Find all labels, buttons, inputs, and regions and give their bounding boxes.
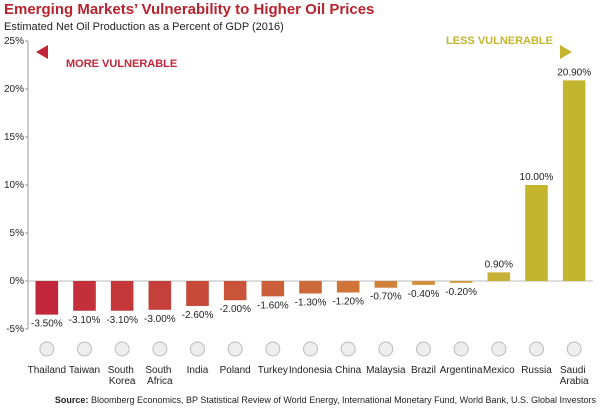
x-tick-label: Turkey [258, 365, 288, 376]
flag-icon [265, 341, 281, 357]
flag-icon [566, 341, 582, 357]
x-tick-label: Taiwan [69, 365, 100, 376]
chart-subtitle: Estimated Net Oil Production as a Percen… [4, 21, 284, 33]
value-label: -1.20% [332, 297, 364, 308]
bar [186, 281, 209, 306]
chart-title: Emerging Markets’ Vulnerability to Highe… [4, 1, 374, 18]
y-tick-label: 25% [4, 36, 24, 47]
x-tick-label-line: Arabia [560, 376, 589, 387]
source-text: Bloomberg Economics, BP Statistical Revi… [91, 395, 597, 405]
value-label: -3.50% [31, 319, 63, 330]
bar [35, 281, 59, 315]
source: Source: Bloomberg Economics, BP Statisti… [55, 395, 597, 405]
bar [525, 185, 548, 281]
flag-icon [77, 341, 92, 357]
annotation-right: LESS VULNERABLE [446, 35, 553, 47]
value-label: -0.20% [445, 287, 477, 298]
x-tick-label: Malaysia [366, 365, 406, 376]
value-label: -2.60% [182, 310, 214, 321]
flag-icon [416, 341, 431, 357]
bar [148, 281, 172, 310]
direction-arrow [36, 45, 572, 59]
bar [487, 272, 511, 281]
x-tick-label: South Africa [145, 365, 174, 387]
x-tick-label: Brazil [411, 365, 436, 376]
x-tick-label: Russia [521, 365, 552, 376]
flag-icon [529, 341, 544, 357]
flag-icon [227, 341, 243, 357]
bar [73, 281, 96, 311]
x-tick-label: Argentina [440, 365, 483, 376]
y-tick-label: 0% [10, 276, 25, 287]
x-tick-label: South Korea [108, 365, 137, 387]
value-label: -0.70% [370, 292, 402, 303]
flag-icon [39, 341, 55, 357]
x-tick-label: Indonesia [289, 365, 333, 376]
flag-icon [378, 341, 394, 357]
bar [261, 281, 285, 297]
x-tick-label: Thailand [28, 365, 66, 376]
value-label: -1.30% [295, 297, 327, 308]
value-label: -3.10% [69, 315, 101, 326]
x-tick-label: China [335, 365, 362, 376]
bar [562, 80, 586, 281]
value-label: -3.10% [106, 315, 138, 326]
flag-icon [303, 341, 318, 357]
value-label: -0.40% [408, 289, 440, 300]
value-label: 0.90% [485, 259, 513, 270]
value-label: -2.00% [219, 304, 251, 315]
flag-icon [340, 341, 356, 357]
x-tick-label-line: Korea [109, 376, 136, 387]
x-tick-label-line: Saudi [560, 365, 588, 376]
value-label: -1.60% [257, 300, 289, 311]
bar [374, 281, 398, 288]
y-tick-label: 20% [4, 84, 24, 95]
bar [223, 281, 247, 301]
x-tick-label-line: South [145, 365, 174, 376]
x-tick-label: India [187, 365, 209, 376]
x-tick-label-line: South [108, 365, 137, 376]
y-tick-label: 5% [10, 228, 25, 239]
bar [449, 281, 473, 283]
source-label: Source: [55, 395, 89, 405]
bar [299, 281, 322, 294]
value-label: -3.00% [144, 314, 176, 325]
flag-icon [152, 341, 168, 357]
y-tick-label: 10% [4, 180, 24, 191]
y-tick-label: 15% [4, 132, 24, 143]
annotation-left: MORE VULNERABLE [66, 58, 177, 70]
x-tick-label: Saudi Arabia [560, 365, 589, 387]
flag-icon [114, 341, 130, 357]
flag-icon [453, 341, 469, 357]
x-tick-label: Poland [220, 365, 251, 376]
value-label: 10.00% [520, 172, 554, 183]
flag-icon [491, 341, 507, 357]
bar [336, 281, 360, 293]
value-label: 20.90% [557, 67, 591, 78]
x-tick-label-line: Africa [147, 376, 173, 387]
x-tick-label: Mexico [483, 365, 515, 376]
bar [110, 281, 134, 311]
flag-icon [190, 341, 205, 357]
bar [412, 281, 435, 285]
y-tick-label: -5% [6, 324, 24, 335]
